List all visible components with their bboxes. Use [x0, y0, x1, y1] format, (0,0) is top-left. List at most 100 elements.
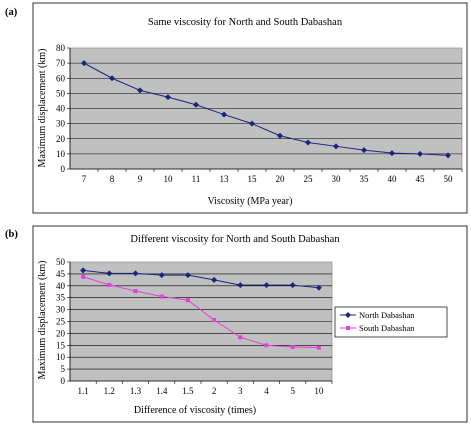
panel-a-xtick-label: 25: [304, 174, 314, 184]
panel-b-series-0-line: [83, 269, 319, 289]
panel-a-xtick-label: 7: [82, 174, 87, 184]
panel-b-series-1-point: [133, 289, 138, 294]
panel-a-series-0-line: [83, 62, 449, 156]
panel-a-series-0-point: [109, 75, 115, 82]
panel-a-series-0-point: [305, 139, 311, 146]
panel-b-xtick-label: 2: [212, 386, 217, 396]
panel-b-series-1-point: [212, 318, 217, 323]
panel-a-series-0-point: [333, 143, 339, 150]
panel-b-series-1-point: [290, 344, 295, 349]
panel-b-series-0-point: [263, 282, 270, 289]
panel-b-series-1-point: [316, 345, 321, 350]
panel-a-series-0-point: [81, 60, 87, 67]
panel-a-series-0-point: [389, 150, 395, 157]
panel-a-xtick-label: 10: [164, 174, 174, 184]
panel-b-ytick-label: 50: [56, 257, 66, 267]
panel-b-series-1-point: [107, 282, 112, 287]
panel-b-xtick-label: 4: [264, 386, 269, 396]
panel-a-ytick-label: 20: [56, 134, 66, 144]
panel-a-xtick-label: 45: [416, 174, 426, 184]
panel-a-series-0-point: [193, 101, 199, 108]
panel-a-xtick-label: 11: [192, 174, 201, 184]
panel-a-xtick-label: 13: [220, 174, 230, 184]
legend-north-marker: [345, 312, 351, 318]
panel-b-ytick-label: 40: [56, 281, 66, 291]
panel-b-ytick-label: 30: [56, 305, 66, 315]
panel-b-title: Different viscosity for North and South …: [130, 234, 340, 245]
panel-a-xtick-label: 50: [444, 174, 454, 184]
panel-b-series-1-point: [238, 335, 243, 340]
panel-b-series-1-point: [264, 343, 269, 348]
panel-a-xlabel: Viscosity (MPa year): [208, 196, 293, 207]
panel-b-xtick-label: 1.1: [77, 386, 88, 396]
panel-b-series-0-point: [315, 284, 322, 291]
panel-a-series-0-point: [137, 87, 143, 94]
panel-b-series-0-point: [158, 272, 165, 279]
panel-a-ytick-label: 50: [56, 88, 66, 98]
panel-b-series-0-point: [289, 282, 296, 289]
panel-b-frame: [32, 225, 468, 423]
panel-b-ytick-label: 35: [56, 293, 66, 303]
panel-b-series-0-point: [211, 276, 218, 283]
panel-b-xtick-label: 3: [238, 386, 243, 396]
legend-south-marker: [346, 326, 350, 330]
panel-b-xlabel: Difference of viscosity (times): [134, 405, 256, 416]
panel-a-xtick-label: 30: [332, 174, 342, 184]
panel-b-xtick-label: 10: [314, 386, 324, 396]
panel-b-series-1-point: [81, 274, 86, 279]
panel-b-ytick-label: 25: [56, 317, 66, 327]
panel-b-ytick-label: 0: [61, 376, 66, 386]
panel-a-ytick-label: 60: [56, 73, 66, 83]
panel-a-xtick-label: 20: [276, 174, 286, 184]
panel-a-label: (a): [5, 7, 18, 18]
panel-a-series-0-point: [249, 120, 255, 127]
panel-a-ylabel: Maximum displacement (km): [37, 49, 48, 168]
panel-a-plot: 0 10 20 30 40 50 60 70 80 7 8 9 10 11 13 15 20 25 30 35 40 45…: [56, 43, 463, 184]
panel-a-series-0-point: [417, 150, 423, 157]
panel-b-xtick-label: 1.2: [104, 386, 115, 396]
panel-b-label: (b): [5, 229, 18, 240]
panel-b-xtick-label: 1.4: [156, 386, 168, 396]
panel-a-ytick-label: 40: [56, 104, 66, 114]
panel-b-ytick-label: 5: [61, 364, 66, 374]
panel-a-series-0-point: [221, 111, 227, 118]
panel-a-series-0-point: [361, 147, 367, 154]
panel-a-series-0-point: [277, 132, 283, 139]
legend-north-label: North Dabashan: [359, 310, 415, 320]
panel-b-xtick-label: 1.3: [130, 386, 142, 396]
panel-b-series-1-point: [159, 294, 164, 299]
panel-b-ytick-label: 45: [56, 269, 66, 279]
panel-b-series-1-point: [185, 298, 190, 303]
panel-b-ytick-label: 10: [56, 352, 66, 362]
panel-b-series-0-point: [132, 270, 139, 277]
panel-a-ytick-label: 70: [56, 58, 66, 68]
panel-b-series-0-point: [80, 267, 87, 274]
panel-b-ylabel: Maximum displacement (km): [37, 261, 48, 380]
panel-a-xtick-label: 40: [388, 174, 398, 184]
panel-a-ytick-label: 0: [61, 164, 66, 174]
panel-a-xtick-label: 15: [248, 174, 258, 184]
panel-a-ytick-label: 80: [56, 43, 66, 53]
panel-a-ytick-label: 30: [56, 119, 66, 129]
legend: North Dabashan South Dabashan: [334, 306, 448, 338]
panel-a-xtick-label: 35: [360, 174, 370, 184]
panel-b-series-1-line: [82, 276, 319, 349]
legend-south-label: South Dabashan: [359, 323, 415, 333]
panel-a-xtick-label: 9: [138, 174, 143, 184]
panel-b-series-0-point: [106, 270, 113, 277]
panel-b-series-0-point: [237, 282, 244, 289]
panel-b-xtick-label: 5: [290, 386, 295, 396]
panel-b-series-0-point: [184, 272, 191, 279]
legend-box: [334, 306, 448, 338]
panel-b-xtick-label: 1.5: [182, 386, 194, 396]
panel-a-frame: [32, 2, 468, 214]
panel-a-ytick-label: 10: [56, 149, 66, 159]
panel-b-ytick-label: 15: [56, 340, 66, 350]
panel-a-series-0-point: [445, 152, 451, 159]
panel-b-ytick-label: 20: [56, 328, 66, 338]
panel-a-title: Same viscosity for North and South Dabas…: [148, 17, 343, 28]
panel-a-series-0-point: [165, 94, 171, 101]
panel-a-xtick-label: 8: [110, 174, 115, 184]
